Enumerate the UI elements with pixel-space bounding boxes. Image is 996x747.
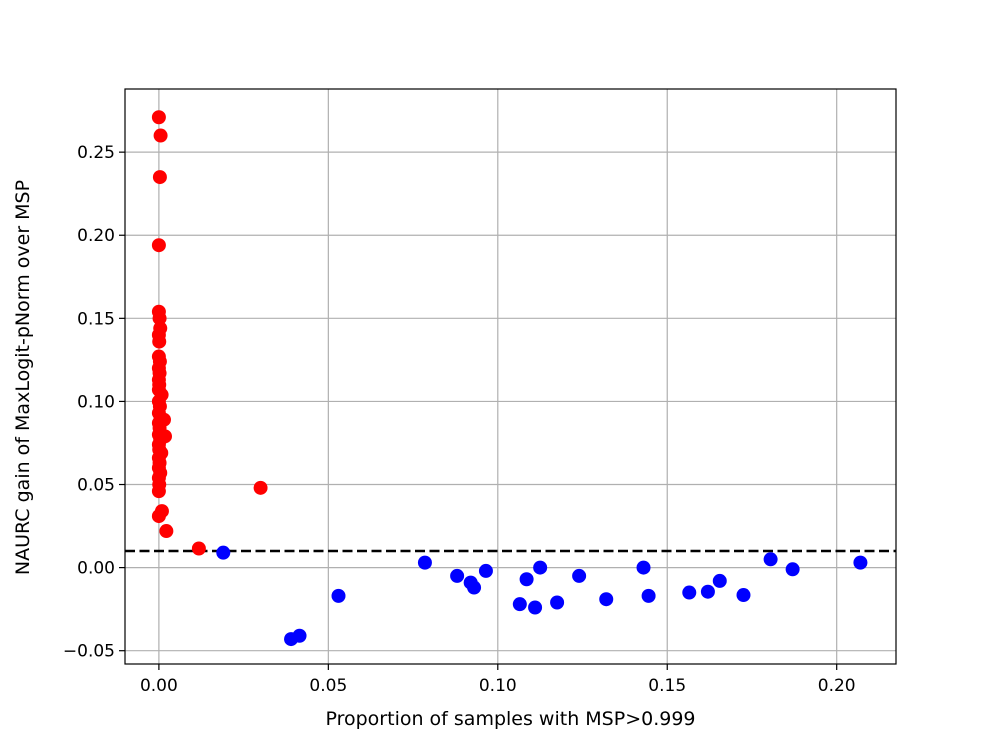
y-tick-label: 0.10 [77, 392, 115, 412]
data-point-series-1 [682, 585, 697, 600]
data-point-series-0 [153, 128, 168, 143]
data-point-series-0 [191, 541, 206, 556]
data-point-series-1 [641, 588, 656, 603]
data-point-series-0 [253, 480, 268, 495]
data-point-series-1 [572, 568, 587, 583]
data-point-series-1 [216, 545, 231, 560]
x-tick-label: 0.10 [479, 676, 517, 696]
data-point-series-0 [151, 509, 166, 524]
y-tick-label: 0.05 [77, 476, 115, 496]
data-point-series-1 [533, 560, 548, 575]
data-point-series-1 [712, 573, 727, 588]
y-tick-label: 0.15 [77, 309, 115, 329]
plot-frame [124, 88, 897, 665]
y-tick-label: −0.05 [63, 642, 115, 662]
data-point-series-1 [292, 628, 307, 643]
data-point-series-1 [853, 555, 868, 570]
y-axis-label: NAURC gain of MaxLogit-pNorm over MSP [12, 180, 34, 575]
data-point-series-1 [636, 560, 651, 575]
data-point-series-0 [159, 524, 174, 539]
data-point-series-1 [519, 572, 534, 587]
data-point-series-1 [736, 588, 751, 603]
data-point-series-1 [512, 597, 527, 612]
data-point-series-1 [467, 580, 482, 595]
data-point-series-1 [550, 595, 565, 610]
data-point-series-1 [599, 592, 614, 607]
data-point-series-0 [151, 238, 166, 253]
data-point-series-1 [785, 562, 800, 577]
grid [125, 89, 896, 664]
data-point-series-0 [152, 334, 167, 349]
x-tick-label: 0.20 [818, 676, 856, 696]
axis-ticks: 0.00 0.05 0.10 0.15 0.20 −0.05 0.00 0.05 0.10 0.1… [63, 143, 856, 696]
data-point-series-1 [478, 563, 493, 578]
y-tick-label: 0.20 [77, 226, 115, 246]
x-axis-label: Proportion of samples with MSP>0.999 [325, 708, 695, 730]
data-point-series-0 [151, 110, 166, 125]
data-points [151, 110, 868, 647]
data-point-series-0 [152, 170, 167, 185]
data-point-series-1 [700, 584, 715, 599]
data-point-series-1 [528, 600, 543, 615]
y-tick-label: 0.00 [77, 559, 115, 579]
x-tick-label: 0.15 [648, 676, 686, 696]
data-point-series-1 [417, 555, 432, 570]
data-point-series-1 [763, 552, 778, 567]
data-point-series-0 [152, 311, 167, 326]
y-tick-label: 0.25 [77, 143, 115, 163]
x-tick-label: 0.05 [309, 676, 347, 696]
data-point-series-1 [331, 588, 346, 603]
x-tick-label: 0.00 [140, 676, 178, 696]
data-point-series-0 [151, 484, 166, 499]
data-point-series-1 [450, 568, 465, 583]
